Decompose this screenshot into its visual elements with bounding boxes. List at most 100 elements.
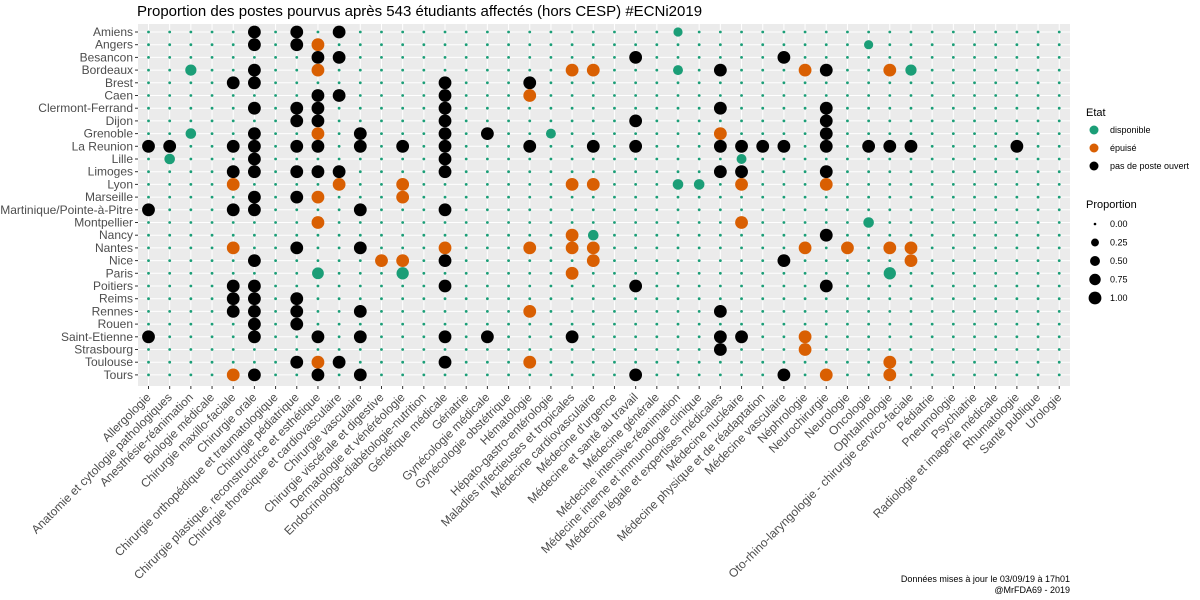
point-limoges-27	[713, 165, 727, 179]
point-nancy-41	[1015, 233, 1019, 237]
point-grenoble-8	[311, 127, 325, 140]
point-montpellier-15	[464, 221, 468, 224]
point-clermont-ferrand-27	[713, 101, 727, 115]
point-grenoble-11	[380, 132, 383, 136]
point-toulouse-25	[676, 360, 680, 364]
point-nancy-15	[464, 233, 468, 237]
point-saint-etienne-0	[142, 330, 155, 344]
point-rouen-14	[443, 322, 447, 326]
point-besancon-35	[888, 56, 892, 59]
point-paris-32	[824, 271, 828, 275]
point-nice-14	[438, 254, 452, 267]
point-montpellier-14	[443, 221, 447, 224]
legend-etat-swatch	[1089, 161, 1099, 171]
point-la-reunion-43	[1057, 144, 1061, 148]
point-grenoble-33	[846, 132, 849, 136]
point-martinique-pointe-pitre-5	[248, 203, 261, 217]
point-tours-19	[549, 373, 553, 377]
point-angers-15	[464, 43, 468, 47]
point-clermont-ferrand-38	[951, 106, 955, 110]
point-strasbourg-3	[210, 348, 214, 351]
point-la-reunion-32	[819, 139, 833, 153]
point-marseille-19	[549, 195, 553, 199]
point-caen-43	[1057, 94, 1061, 97]
point-besancon-33	[846, 56, 849, 59]
point-angers-34	[864, 40, 874, 50]
point-lyon-32	[819, 178, 833, 191]
point-amiens-41	[1015, 30, 1019, 34]
point-rennes-41	[1015, 310, 1019, 313]
point-limoges-11	[380, 170, 383, 174]
point-poitiers-35	[888, 284, 892, 288]
point-clermont-ferrand-5	[248, 101, 261, 115]
point-rouen-15	[464, 322, 468, 326]
point-bordeaux-43	[1057, 68, 1061, 72]
point-limoges-35	[888, 170, 892, 174]
point-angers-17	[507, 43, 510, 47]
point-angers-16	[485, 43, 489, 47]
point-amiens-26	[697, 30, 701, 34]
point-marseille-11	[380, 195, 383, 199]
point-paris-22	[613, 271, 616, 275]
point-lille-31	[803, 157, 807, 161]
point-rouen-17	[507, 322, 510, 326]
point-limoges-32	[819, 165, 833, 179]
point-nancy-36	[909, 233, 913, 237]
point-bordeaux-40	[994, 68, 998, 72]
point-limoges-22	[613, 170, 616, 174]
point-nantes-7	[290, 241, 304, 255]
point-tours-7	[295, 373, 299, 377]
point-clermont-ferrand-11	[380, 106, 383, 110]
point-bordeaux-16	[485, 68, 489, 72]
point-nancy-26	[697, 233, 701, 237]
point-limoges-23	[634, 170, 638, 174]
point-dijon-14	[438, 114, 452, 128]
point-martinique-pointe-pitre-0	[142, 203, 155, 217]
point-nancy-32	[819, 228, 833, 242]
point-poitiers-10	[358, 284, 362, 288]
point-tours-29	[761, 373, 765, 377]
point-nantes-18	[523, 241, 537, 255]
point-montpellier-35	[888, 221, 892, 224]
point-nantes-24	[655, 246, 659, 250]
point-tours-6	[274, 373, 277, 377]
point-saint-etienne-8	[311, 330, 325, 344]
point-nancy-23	[634, 233, 638, 237]
point-besancon-40	[994, 56, 998, 59]
point-dijon-29	[761, 119, 765, 123]
point-bordeaux-12	[401, 68, 405, 72]
point-toulouse-3	[210, 360, 214, 364]
point-reims-24	[655, 297, 659, 301]
point-saint-etienne-28	[735, 330, 748, 344]
point-lille-13	[422, 157, 426, 161]
point-paris-23	[634, 271, 638, 275]
point-nice-26	[697, 259, 701, 262]
point-clermont-ferrand-18	[528, 106, 532, 110]
point-lyon-22	[613, 183, 616, 186]
point-angers-29	[761, 43, 765, 47]
point-toulouse-20	[570, 360, 574, 364]
point-tours-43	[1057, 373, 1061, 377]
point-strasbourg-29	[761, 348, 765, 351]
point-la-reunion-27	[713, 139, 727, 153]
point-brest-11	[380, 81, 383, 85]
point-saint-etienne-29	[761, 335, 765, 339]
point-grenoble-43	[1057, 132, 1061, 136]
point-marseille-30	[782, 195, 786, 199]
point-amiens-29	[761, 30, 765, 34]
point-bordeaux-14	[443, 68, 447, 72]
point-la-reunion-1	[163, 139, 177, 153]
point-limoges-8	[311, 165, 325, 179]
point-lyon-2	[189, 183, 193, 186]
point-dijon-2	[189, 119, 193, 123]
point-besancon-16	[485, 56, 489, 59]
point-martinique-pointe-pitre-31	[803, 208, 807, 212]
point-poitiers-42	[1036, 284, 1040, 288]
point-poitiers-30	[782, 284, 786, 288]
point-besancon-38	[951, 56, 955, 59]
point-grenoble-15	[464, 132, 468, 136]
point-bordeaux-35	[883, 63, 897, 77]
point-montpellier-31	[803, 221, 807, 224]
point-la-reunion-28	[735, 139, 748, 153]
point-rennes-29	[761, 310, 765, 313]
